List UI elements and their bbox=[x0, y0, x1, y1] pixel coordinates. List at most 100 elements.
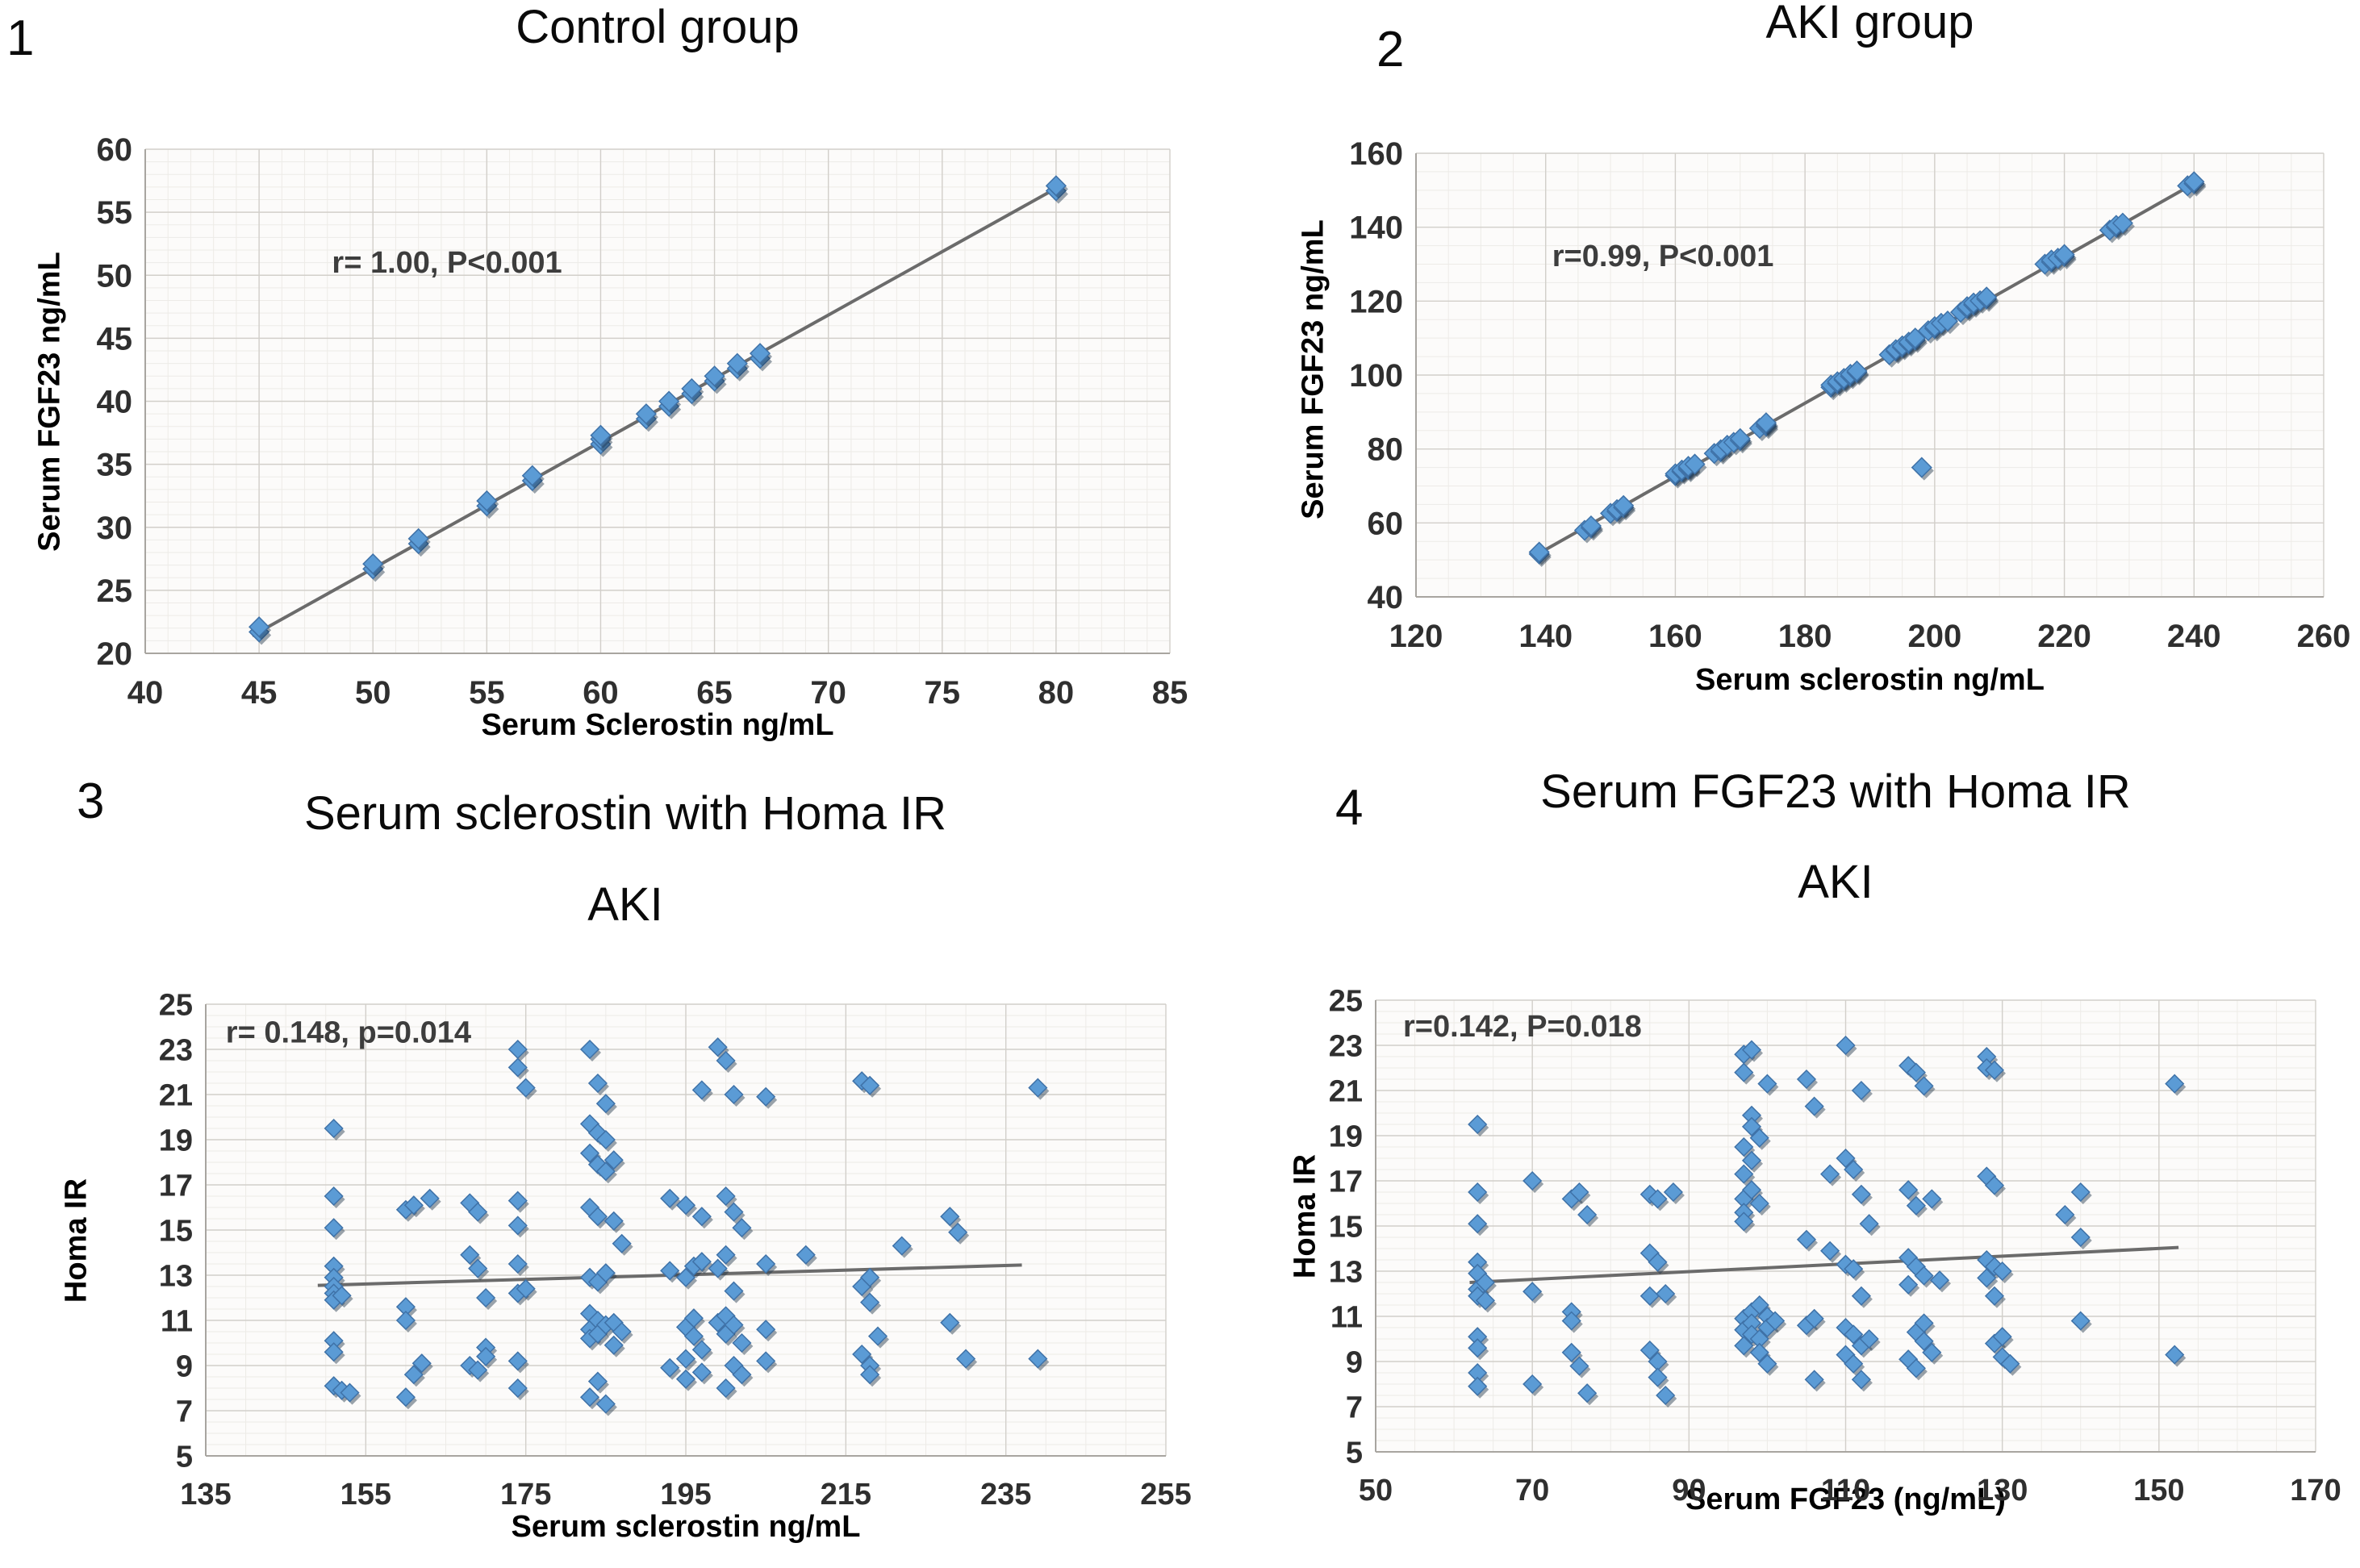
data-point bbox=[860, 1365, 882, 1387]
data-point bbox=[1820, 1164, 1842, 1186]
data-point-marker bbox=[587, 1207, 608, 1227]
data-point-marker bbox=[604, 1150, 624, 1170]
data-point-marker bbox=[1475, 1291, 1495, 1311]
data-point bbox=[691, 1207, 713, 1229]
panel-2-title: AKI group bbox=[1765, 0, 1974, 48]
data-point-marker bbox=[1749, 1342, 1769, 1362]
data-point-marker bbox=[1468, 1338, 1488, 1358]
data-point bbox=[796, 1245, 817, 1267]
x-tick-label: 240 bbox=[2167, 619, 2221, 654]
data-point bbox=[1984, 1060, 2006, 1082]
data-point-marker bbox=[2111, 212, 2133, 234]
data-point bbox=[860, 1075, 882, 1098]
data-point bbox=[411, 1353, 433, 1376]
x-tick-label: 160 bbox=[1648, 619, 1702, 654]
data-point bbox=[660, 1357, 682, 1380]
data-point bbox=[1796, 1229, 1818, 1252]
x-tick-label: 65 bbox=[696, 675, 733, 711]
data-point-marker bbox=[508, 1253, 528, 1274]
data-point-marker bbox=[468, 1360, 488, 1380]
data-point bbox=[362, 553, 386, 578]
data-point-marker bbox=[732, 1332, 752, 1353]
x-tick-label: 55 bbox=[469, 675, 505, 711]
x-tick-label: 85 bbox=[1152, 675, 1188, 711]
x-tick-label: 75 bbox=[925, 675, 961, 711]
y-tick-label: 17 bbox=[159, 1169, 193, 1203]
trend-line bbox=[1538, 180, 2199, 555]
data-point-marker bbox=[1804, 1096, 1824, 1116]
data-point bbox=[508, 1057, 529, 1080]
data-point bbox=[691, 1252, 713, 1274]
data-point-marker bbox=[956, 1349, 976, 1369]
data-point bbox=[1639, 1340, 1661, 1362]
x-tick-label: 215 bbox=[821, 1478, 871, 1512]
data-point-marker bbox=[340, 1382, 360, 1403]
data-point bbox=[508, 1216, 529, 1238]
data-point-marker bbox=[1648, 1367, 1668, 1387]
data-point-marker bbox=[579, 1039, 600, 1060]
x-tick-label: 90 bbox=[1672, 1474, 1706, 1508]
data-point-marker bbox=[1045, 175, 1067, 197]
data-point bbox=[1523, 1282, 1544, 1304]
data-point-marker bbox=[1741, 1040, 1762, 1060]
data-point-marker bbox=[1561, 1342, 1581, 1362]
data-point-marker bbox=[420, 1188, 440, 1208]
y-tick-label: 11 bbox=[1330, 1300, 1363, 1334]
data-point-marker bbox=[940, 1312, 960, 1332]
data-point bbox=[635, 403, 658, 427]
data-point-marker bbox=[1844, 1324, 1864, 1345]
data-point bbox=[587, 1207, 609, 1229]
data-point-marker bbox=[1468, 1182, 1488, 1203]
panel-1-number: 1 bbox=[6, 10, 35, 66]
data-point bbox=[1851, 1080, 1873, 1103]
x-tick-label: 70 bbox=[1515, 1474, 1549, 1508]
data-point-marker bbox=[1639, 1340, 1660, 1361]
x-tick-label: 50 bbox=[355, 675, 391, 711]
data-point bbox=[2165, 1345, 2187, 1367]
data-point-marker bbox=[468, 1258, 488, 1278]
data-point-marker bbox=[1528, 541, 1550, 563]
x-tick-label: 80 bbox=[1038, 675, 1075, 711]
data-point-marker bbox=[476, 1287, 496, 1308]
x-tick-label: 135 bbox=[180, 1478, 231, 1512]
data-point bbox=[749, 343, 772, 367]
data-point bbox=[476, 1287, 498, 1310]
y-tick-label: 17 bbox=[1329, 1165, 1363, 1199]
data-point-marker bbox=[1749, 1128, 1769, 1148]
data-point bbox=[1929, 1270, 1951, 1293]
y-tick-label: 19 bbox=[159, 1124, 193, 1157]
data-point bbox=[2111, 212, 2135, 236]
data-point-marker bbox=[1580, 515, 1602, 537]
data-point-marker bbox=[675, 1349, 696, 1369]
data-point-marker bbox=[1729, 427, 1751, 449]
data-point-marker bbox=[724, 1202, 744, 1222]
data-point bbox=[1859, 1328, 1881, 1351]
data-point bbox=[1648, 1351, 1669, 1374]
data-point-marker bbox=[579, 1387, 600, 1407]
data-point-marker bbox=[1577, 1383, 1598, 1403]
data-point bbox=[604, 1150, 625, 1173]
data-point bbox=[340, 1382, 361, 1405]
data-point-marker bbox=[476, 1346, 496, 1366]
data-point bbox=[1977, 1268, 1999, 1291]
y-tick-label: 5 bbox=[176, 1440, 193, 1474]
data-point bbox=[940, 1312, 962, 1335]
y-tick-label: 25 bbox=[97, 573, 133, 609]
data-point-marker bbox=[604, 1335, 624, 1355]
data-point bbox=[1936, 311, 1960, 335]
data-point bbox=[1648, 1252, 1669, 1274]
data-point bbox=[476, 1346, 498, 1369]
data-point-marker bbox=[590, 424, 612, 446]
data-point-marker bbox=[516, 1078, 536, 1098]
panel-1-title: Control group bbox=[516, 1, 800, 53]
data-point-marker bbox=[732, 1365, 752, 1385]
data-point bbox=[658, 390, 682, 415]
correlation-annotation: r=0.142, P=0.018 bbox=[1403, 1010, 1642, 1044]
data-point bbox=[508, 1378, 529, 1400]
data-point-marker bbox=[732, 1218, 752, 1238]
data-point-marker bbox=[660, 1188, 680, 1208]
data-point-marker bbox=[681, 377, 703, 399]
data-point bbox=[1914, 1076, 1936, 1099]
data-point-marker bbox=[708, 1037, 728, 1057]
data-point-marker bbox=[1914, 1076, 1934, 1096]
